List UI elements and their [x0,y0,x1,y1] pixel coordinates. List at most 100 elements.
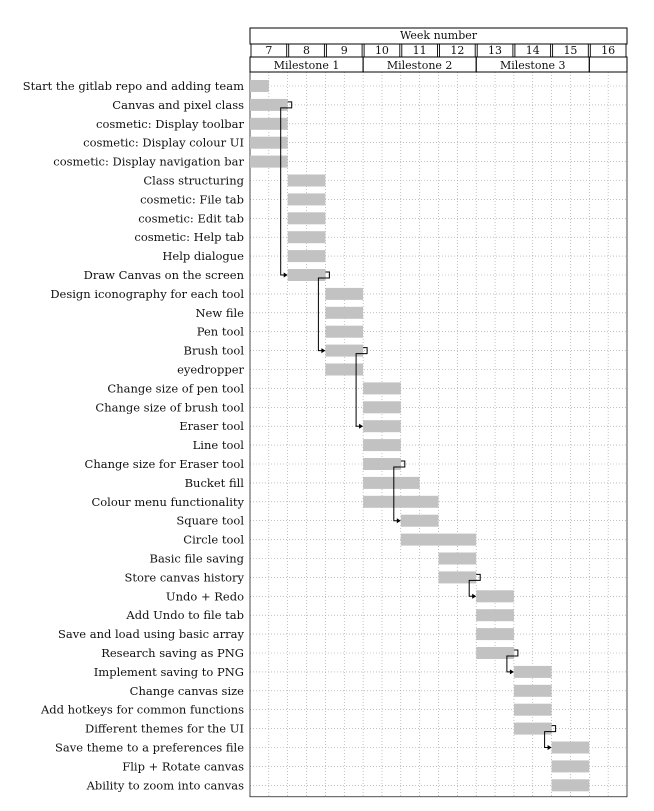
task-bar [476,590,514,603]
task-label: Store canvas history [124,570,244,584]
task-bar [363,495,439,508]
task-bar [287,250,326,263]
week-label: 10 [375,44,389,57]
task-label: Square tool [176,514,244,528]
task-label: cosmetic: Help tab [134,230,244,244]
dependency-line [317,271,330,352]
task-bar [363,382,401,395]
task-bar [513,703,552,716]
task-bar [363,439,401,452]
task-bar [325,344,364,357]
task-label: cosmetic: Display colour UI [83,136,244,150]
task-bar [438,571,477,584]
task-bar [363,476,420,489]
task-label: Ability to zoom into canvas [86,778,244,792]
task-bar [400,533,477,546]
task-label: Change canvas size [130,684,245,698]
week-label: 13 [488,44,502,57]
task-bar [250,117,288,130]
dependency-line [544,725,557,748]
task-label: eyedropper [177,363,244,377]
task-bar [513,722,552,735]
milestone-label: Milestone 2 [387,59,453,72]
task-labels: Start the gitlab repo and adding team Can… [23,79,245,792]
task-label: Add Undo to file tab [125,608,244,622]
week-label: 8 [303,44,310,57]
task-label: Colour menu functionality [91,495,244,509]
task-label: Different themes for the UI [85,722,244,736]
task-label: Implement saving to PNG [94,665,244,679]
task-bar [325,363,364,376]
task-bar [476,609,514,622]
task-label: Research saving as PNG [101,646,244,660]
task-label: Add hotkeys for common functions [40,703,244,717]
task-bar [363,458,401,470]
milestone-label: Milestone 1 [274,59,340,72]
dependency-arrowhead [547,745,552,750]
week-label: 14 [526,44,540,57]
task-label: Canvas and pixel class [112,98,244,112]
task-label: Change size of brush tool [95,400,244,414]
task-label: Basic file saving [150,552,245,566]
task-bar [551,779,590,792]
task-bar [513,665,552,678]
dependency-line [393,460,406,522]
task-label: Bucket fill [185,476,245,490]
header-title: Week number [400,29,478,42]
task-bar [250,98,288,111]
task-bar [287,231,326,244]
task-bar [438,552,477,565]
task-label: cosmetic: Edit tab [138,211,244,225]
task-label: Save and load using basic array [58,627,244,641]
bars-layer [250,80,590,792]
week-label: 16 [601,44,615,57]
week-label: 12 [450,44,464,57]
task-label: Brush tool [184,344,245,358]
week-label: 15 [563,44,577,57]
task-bar [287,212,326,225]
week-label: 11 [413,44,427,57]
task-bar [513,684,552,697]
dependency-line [355,347,368,427]
week-label: 7 [265,44,272,57]
task-label: Eraser tool [179,419,244,433]
task-bar [325,287,364,300]
milestone-label: Milestone 3 [500,59,566,72]
task-bar [287,269,326,281]
task-bar [551,741,590,754]
task-label: Help dialogue [162,249,244,263]
task-bar [363,401,401,414]
task-bar [250,80,269,92]
task-label: Flip + Rotate canvas [122,759,244,773]
dependency-line [468,573,481,597]
task-bar [287,174,326,187]
dependency-arrows [280,101,557,750]
task-label: Draw Canvas on the screen [84,268,245,282]
task-label: Change size for Eraser tool [85,457,245,471]
task-label: Circle tool [183,533,244,547]
header-title-box [249,27,628,45]
task-label: Pen tool [197,325,245,339]
task-label: Line tool [193,438,245,452]
task-label: cosmetic: Display navigation bar [53,155,244,169]
task-bar [363,420,401,433]
task-label: Start the gitlab repo and adding team [23,79,244,93]
task-label: Undo + Redo [166,589,244,603]
task-label: New file [195,306,244,320]
task-bar [476,647,514,659]
task-label: Save theme to a preferences file [55,741,244,755]
dependency-arrowhead [396,518,401,524]
task-label: Change size of pen tool [107,381,244,395]
dependency-arrowhead [283,272,288,278]
dependency-arrowhead [509,669,514,675]
task-label: cosmetic: Display toolbar [96,117,244,131]
dependency-line [506,649,519,673]
chart-header: Week number 7 8 9 10 11 12 13 14 15 16 Milestone 1… [249,27,628,73]
dependency-arrowhead [359,423,364,429]
task-bar [250,155,288,168]
milestone-empty-box [588,56,628,73]
dependency-arrowhead [321,348,326,354]
dependency-arrowhead [472,593,477,599]
task-bar [325,325,364,338]
